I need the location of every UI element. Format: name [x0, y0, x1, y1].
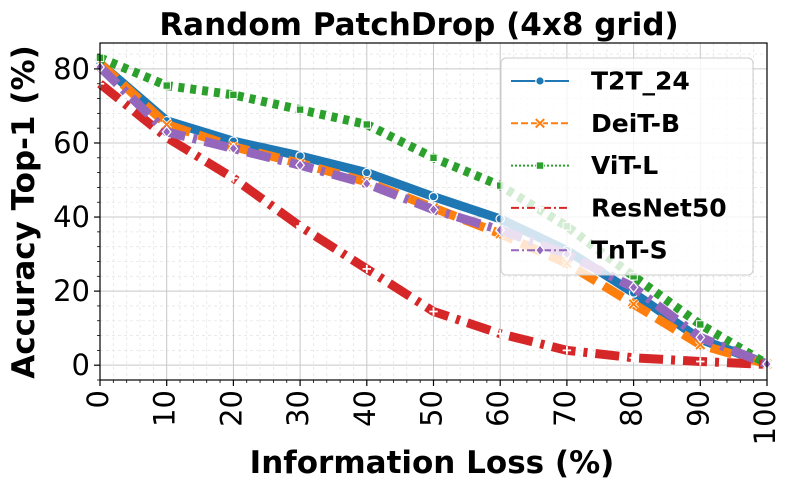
x-tick-label: 40: [348, 390, 382, 427]
data-point-tnt-s: [161, 125, 172, 139]
data-point-tnt-s: [228, 142, 239, 155]
data-point-tnt-s: [628, 281, 639, 294]
legend-box: [500, 57, 754, 276]
x-tick-label: 0: [81, 390, 115, 408]
y-axis-label: Accuracy Top-1 (%): [6, 45, 42, 379]
y-tick-label: 60: [53, 126, 90, 160]
legend-marker-deit-b: [535, 118, 545, 129]
legend-entry-t2t-24: T2T_24: [511, 67, 690, 96]
legend-label-resnet50: ResNet50: [591, 193, 727, 222]
data-point-vit-l: [229, 90, 238, 100]
data-point-t2t-24: [428, 191, 439, 202]
x-tick-label: 50: [415, 390, 449, 427]
legend: T2T_24 DeiT-B ViT-L ResNet50 TnT-S: [500, 57, 754, 276]
data-point-resnet50: [229, 173, 238, 183]
legend-label-tnt-s: TnT-S: [591, 236, 668, 265]
chart-title: Random PatchDrop (4x8 grid): [159, 7, 678, 43]
data-point-tnt-s: [361, 177, 372, 190]
data-point-resnet50: [429, 307, 438, 316]
data-point-resnet50: [696, 357, 705, 366]
data-point-resnet50: [496, 329, 505, 338]
legend-marker-tnt-s: [535, 244, 545, 257]
data-point-vit-l: [696, 320, 705, 329]
data-point-t2t-24: [361, 167, 372, 178]
y-tick-label: 80: [53, 52, 90, 86]
x-tick-label: 10: [148, 390, 182, 427]
data-point-resnet50: [295, 222, 305, 231]
axis-ticks: 0 10 20 30 40 50 60 70 80 90 100 0 20 40 60 80: [53, 52, 782, 445]
legend-entry-deit-b: DeiT-B: [511, 109, 680, 138]
data-point-tnt-s: [428, 203, 439, 216]
data-point-deit-b: [628, 299, 639, 309]
x-tick-label: 90: [681, 390, 715, 427]
x-tick-label: 60: [481, 390, 515, 427]
data-point-resnet50: [629, 353, 638, 362]
legend-label-vit-l: ViT-L: [591, 151, 658, 180]
x-tick-label: 70: [548, 390, 582, 427]
legend-marker-vit-l: [535, 161, 545, 170]
data-point-resnet50: [362, 264, 371, 274]
data-point-resnet50: [562, 346, 572, 355]
x-tick-label: 20: [214, 390, 248, 427]
data-point-vit-l: [295, 105, 305, 114]
data-point-vit-l: [362, 120, 372, 129]
legend-marker-t2t-24: [535, 76, 545, 86]
data-point-vit-l: [162, 81, 171, 90]
data-point-vit-l: [429, 153, 438, 163]
x-tick-label: 30: [281, 390, 315, 427]
data-point-tnt-s: [695, 331, 706, 344]
x-axis-label: Information Loss (%): [250, 445, 615, 481]
legend-label-t2t-24: T2T_24: [591, 67, 690, 96]
y-tick-label: 20: [53, 274, 90, 308]
legend-marker-resnet50: [535, 203, 545, 213]
data-point-tnt-s: [295, 159, 306, 172]
legend-entry-tnt-s: TnT-S: [511, 236, 668, 265]
data-point-deit-b: [161, 119, 172, 130]
legend-entry-vit-l: ViT-L: [511, 151, 658, 180]
legend-entry-resnet50: ResNet50: [511, 193, 727, 222]
y-tick-label: 0: [72, 348, 90, 382]
x-tick-label: 80: [615, 390, 649, 427]
y-tick-label: 40: [53, 200, 90, 234]
x-tick-label: 100: [748, 390, 782, 445]
legend-label-deit-b: DeiT-B: [591, 109, 680, 138]
